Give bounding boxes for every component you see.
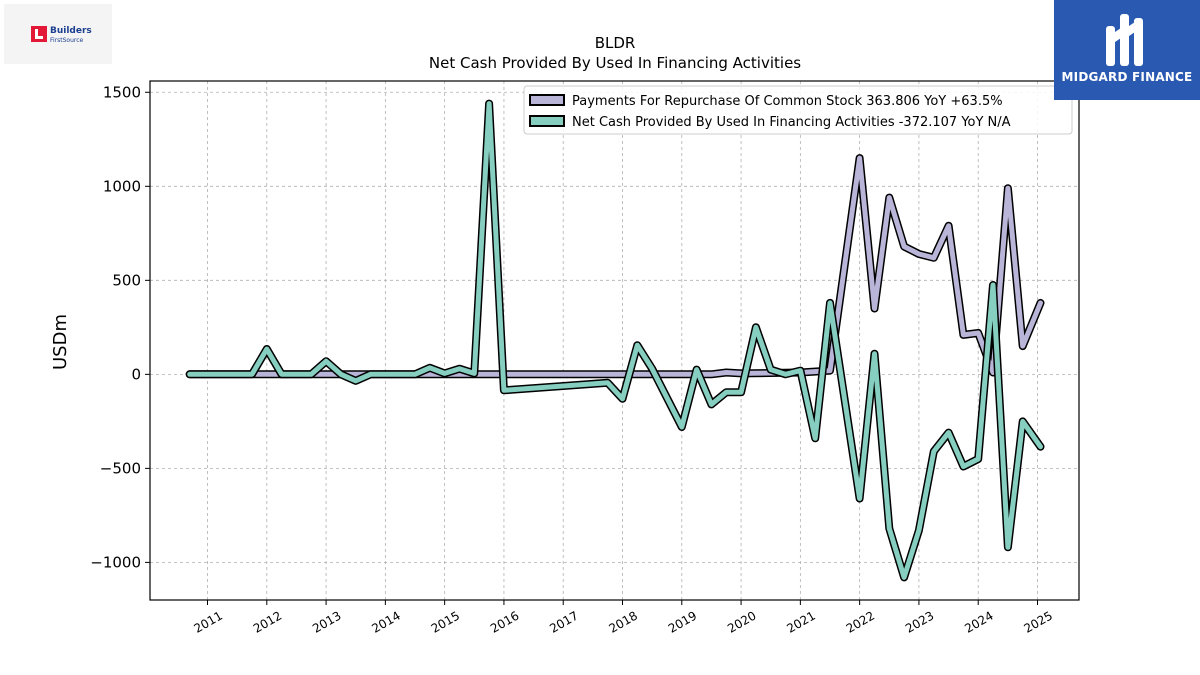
- x-tick-label: 2018: [607, 608, 640, 635]
- series-layer: [185, 99, 1045, 582]
- x-tick-label: 2012: [251, 608, 284, 635]
- builders-firstsource-logo: Builders FirstSource: [4, 4, 112, 64]
- midgard-glyph-icon: [1106, 14, 1143, 66]
- x-tick-label: 2013: [310, 608, 343, 635]
- midgard-finance-logo: MIDGARD FINANCE: [1054, 0, 1200, 100]
- y-tick-label: 1000: [103, 177, 141, 195]
- series-line-0: [187, 155, 1043, 377]
- logo-left-line1: Builders: [50, 26, 92, 36]
- x-tick-label: 2011: [192, 608, 225, 635]
- series-outline-0: [185, 154, 1045, 379]
- x-tick-label: 2021: [784, 608, 817, 635]
- legend-swatch-1: [529, 115, 565, 127]
- midgard-brand-text: MIDGARD FINANCE: [1061, 70, 1193, 84]
- x-tick-label: 2014: [369, 608, 402, 635]
- x-tick-label: 2016: [488, 608, 521, 635]
- plot-frame: [149, 80, 1080, 601]
- y-tick-label: 1500: [103, 83, 141, 101]
- x-tick-label: 2023: [903, 608, 936, 635]
- builders-mark-icon: [31, 26, 47, 42]
- grid-lines: [150, 81, 1079, 600]
- y-axis-label: USDm: [50, 314, 71, 370]
- legend-label-0: Payments For Repurchase Of Common Stock …: [572, 94, 1003, 109]
- legend-box: [523, 85, 1073, 135]
- legend-label-1: Net Cash Provided By Used In Financing A…: [572, 115, 1011, 130]
- legend-swatch-0: [529, 94, 565, 106]
- x-tick-label: 2017: [547, 608, 580, 635]
- legend: Payments For Repurchase Of Common Stock …: [523, 85, 1073, 135]
- y-tick-label: 0: [131, 365, 141, 383]
- y-tick-label: −1000: [90, 553, 141, 571]
- logo-left-line2: FirstSource: [50, 37, 84, 44]
- x-tick-label: 2015: [429, 608, 462, 635]
- x-tick-label: 2019: [666, 608, 699, 635]
- series-outline-1: [185, 99, 1045, 582]
- chart-subtitle: Net Cash Provided By Used In Financing A…: [429, 54, 801, 72]
- x-tick-label: 2020: [725, 608, 758, 635]
- y-tick-label: 500: [112, 271, 141, 289]
- series-line-1: [187, 101, 1043, 580]
- y-tick-label: −500: [100, 459, 141, 477]
- x-tick-label: 2024: [962, 608, 995, 635]
- x-tick-label: 2025: [1022, 608, 1055, 635]
- x-tick-label: 2022: [844, 608, 877, 635]
- chart-title: BLDR: [595, 34, 636, 52]
